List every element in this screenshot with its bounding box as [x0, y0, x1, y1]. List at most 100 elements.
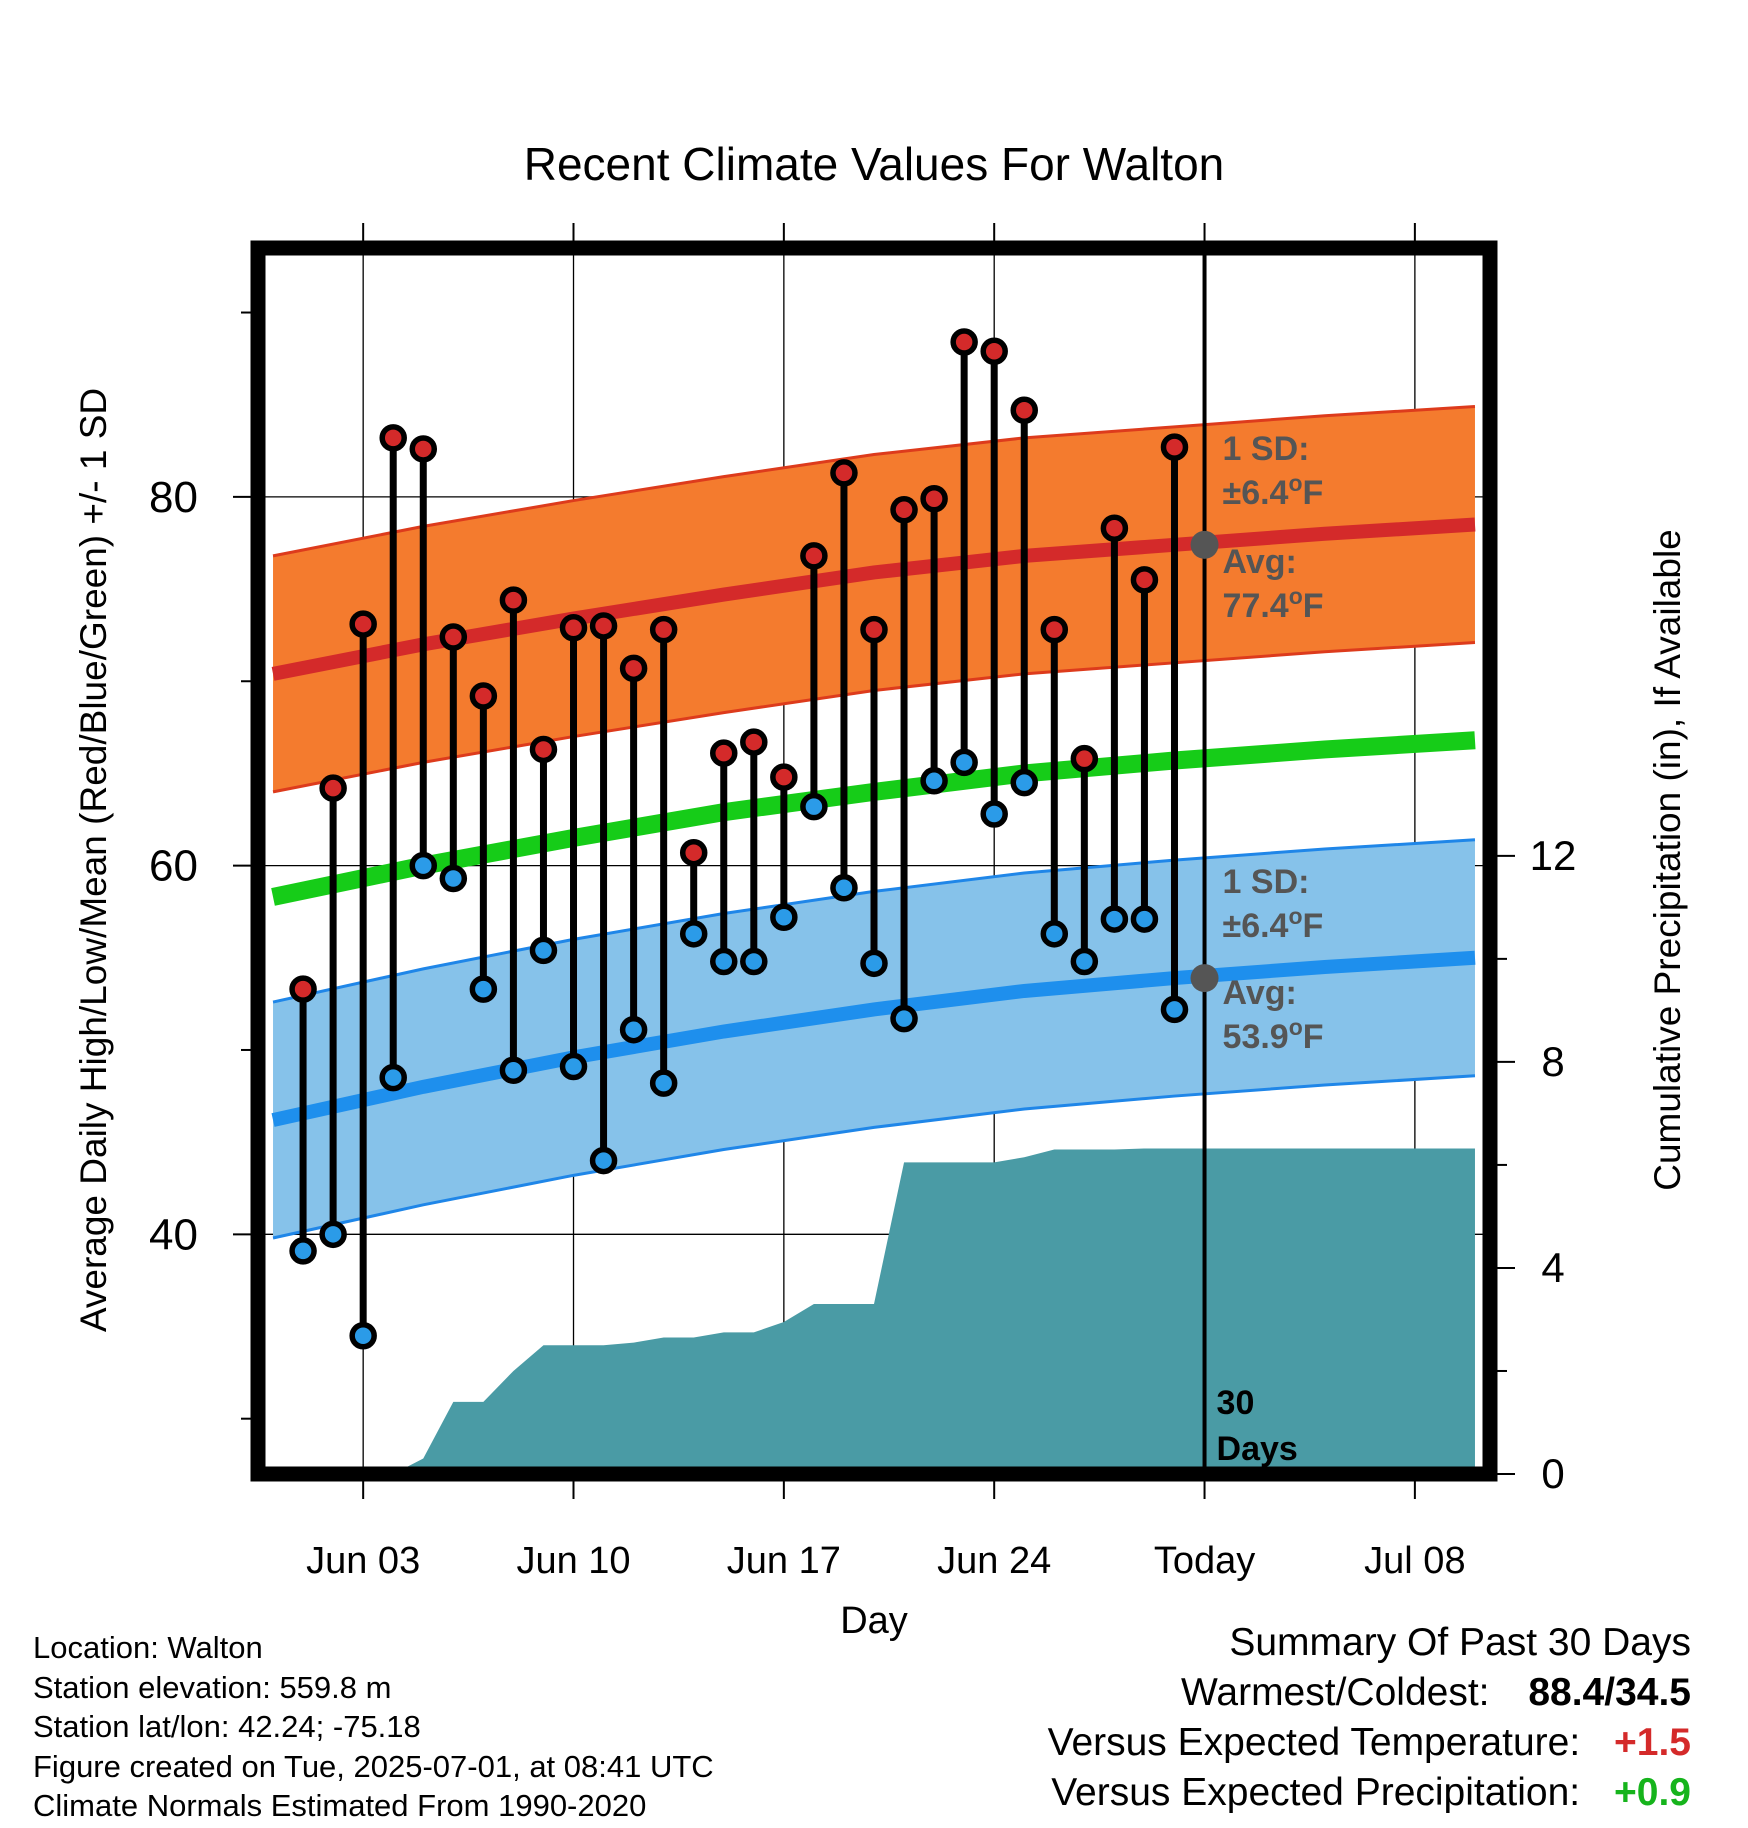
daily-low-marker	[740, 947, 768, 976]
daily-high-marker	[409, 435, 438, 463]
daily-high-marker	[529, 735, 558, 764]
daily-low-marker	[319, 1220, 347, 1249]
daily-high-marker	[860, 615, 888, 644]
daily-low-marker	[1070, 947, 1099, 976]
location-text: Location: Walton	[33, 1630, 263, 1665]
axes: 40 60 80 0 4 8 12 Jun 03 Jun 10 Jun 17 Jun 24 Today…	[149, 223, 1576, 1582]
bottom-tick-label: Jul 08	[1364, 1540, 1465, 1582]
left-tick-label: 40	[149, 1210, 198, 1259]
days-label-line2: Days	[1217, 1430, 1298, 1468]
daily-high-marker	[349, 610, 377, 638]
daily-low-marker	[860, 949, 888, 978]
precip-value: +0.9	[1614, 1771, 1691, 1814]
daily-low-marker	[529, 936, 558, 965]
daily-low-marker	[439, 864, 468, 893]
daily-high-marker	[679, 838, 708, 867]
y-axis-label-left: Average Daily High/Low/Mean (Red/Blue/Gr…	[73, 388, 114, 1332]
chart-title: Recent Climate Values For Walton	[524, 138, 1225, 190]
daily-low-marker	[499, 1056, 528, 1084]
summary-warm-cold-row: Warmest/Coldest: 88.4/34.5	[1048, 1668, 1691, 1718]
daily-high-marker	[1070, 744, 1099, 773]
right-tick-label: 8	[1541, 1038, 1564, 1085]
daily-low-marker	[950, 748, 978, 777]
precip-label: Versus Expected Precipitation:	[1051, 1771, 1581, 1814]
low-band-lower-edge	[272, 1074, 1476, 1240]
right-tick-label: 0	[1541, 1450, 1564, 1497]
precip-area	[273, 1148, 1475, 1474]
daily-low-marker	[1100, 905, 1129, 933]
station-info: Location: Walton Station elevation: 559.…	[33, 1628, 714, 1826]
plot-frame	[250, 240, 1498, 1482]
daily-low-marker	[619, 1015, 648, 1044]
daily-low-marker	[920, 767, 948, 795]
today-high-normal-marker	[1190, 530, 1219, 559]
daily-low-marker	[559, 1052, 588, 1081]
daily-high-marker	[559, 614, 588, 642]
bottom-tick-label: Jun 10	[516, 1540, 630, 1582]
temp-value: +1.5	[1614, 1721, 1691, 1764]
summary-precip-row: Versus Expected Precipitation: +0.9	[1048, 1768, 1691, 1818]
daily-high-marker	[1100, 514, 1129, 542]
latlon-text: Station lat/lon: 42.24; -75.18	[33, 1709, 421, 1744]
daily-high-marker	[289, 975, 317, 1003]
daily-high-marker	[920, 484, 948, 513]
daily-low-marker	[679, 920, 708, 948]
daily-high-marker	[980, 337, 1008, 365]
daily-high-marker	[439, 623, 468, 651]
daily-high-marker	[589, 612, 618, 640]
summary-title: Summary Of Past 30 Days	[1229, 1621, 1691, 1664]
daily-low-marker	[649, 1069, 678, 1097]
high-avg-label: Avg:	[1223, 543, 1297, 581]
summary-panel: Summary Of Past 30 Days Warmest/Coldest:…	[1048, 1618, 1691, 1818]
daily-low-marker	[800, 792, 828, 821]
daily-high-marker	[379, 424, 407, 452]
normals-text: Climate Normals Estimated From 1990-2020	[33, 1788, 647, 1823]
bottom-tick-label: Jun 24	[937, 1540, 1051, 1582]
daily-high-marker	[770, 763, 798, 791]
low-sd-label: 1 SD:	[1223, 863, 1310, 901]
daily-low-marker	[379, 1063, 407, 1092]
elevation-text: Station elevation: 559.8 m	[33, 1669, 392, 1705]
daily-high-marker	[499, 586, 528, 614]
daily-high-marker	[890, 496, 918, 524]
summary-temp-row: Versus Expected Temperature: +1.5	[1048, 1718, 1691, 1768]
left-tick-label: 80	[149, 473, 198, 522]
daily-low-marker	[980, 800, 1008, 828]
daily-low-marker	[710, 947, 738, 976]
high-avg-value: 77.4oF	[1223, 583, 1324, 625]
high-band-upper-edge	[272, 405, 1476, 558]
bottom-tick-label: Today	[1154, 1540, 1255, 1582]
low-normal-line	[271, 950, 1476, 1127]
right-tick-label: 4	[1541, 1244, 1564, 1291]
daily-low-marker	[469, 975, 498, 1003]
daily-low-marker	[1130, 905, 1159, 933]
daily-high-marker	[710, 739, 738, 767]
daily-high-marker	[1130, 566, 1159, 594]
left-tick-label: 60	[149, 842, 198, 891]
warm-cold-value: 88.4/34.5	[1528, 1671, 1691, 1714]
warm-cold-label: Warmest/Coldest:	[1181, 1671, 1490, 1714]
daily-high-marker	[1040, 615, 1069, 644]
bottom-tick-label: Jun 17	[727, 1540, 841, 1582]
high-normal-line	[271, 517, 1476, 681]
daily-high-marker	[950, 328, 978, 356]
daily-low-marker	[1040, 920, 1069, 948]
daily-low-marker	[770, 903, 798, 931]
daily-low-marker	[890, 1004, 918, 1033]
daily-low-marker	[830, 873, 858, 902]
daily-high-marker	[469, 682, 498, 710]
daily-high-marker	[319, 774, 347, 802]
daily-high-marker	[740, 728, 768, 756]
daily-high-marker	[649, 615, 678, 644]
high-sd-value: ±6.4oF	[1223, 470, 1324, 512]
daily-low-marker	[1160, 995, 1189, 1024]
low-sd-value: ±6.4oF	[1223, 903, 1324, 945]
daily-low-marker	[589, 1146, 618, 1175]
daily-low-marker	[1010, 768, 1038, 797]
daily-high-marker	[1160, 433, 1189, 461]
low-avg-label: Avg:	[1223, 974, 1297, 1012]
daily-high-marker	[830, 459, 858, 487]
daily-high-marker	[619, 654, 648, 683]
